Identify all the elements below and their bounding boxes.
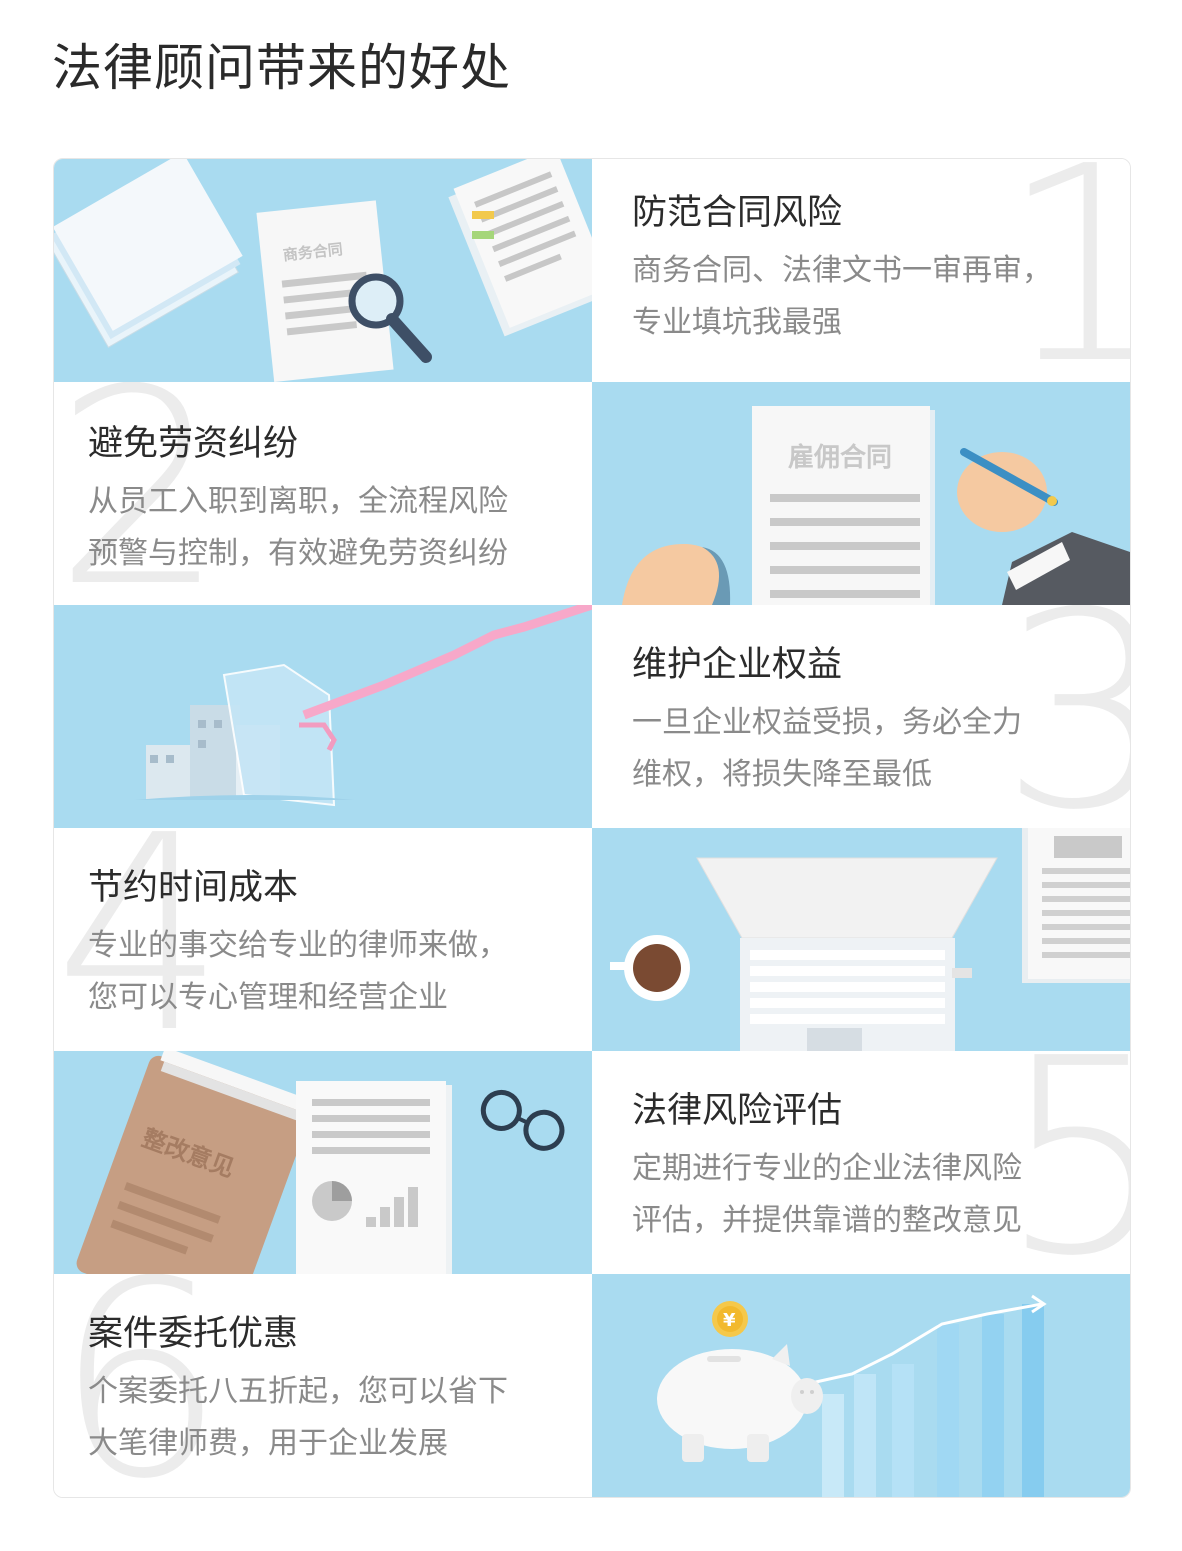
- benefit-number-2: 2: [54, 382, 226, 605]
- contract-illustration: 商务合同: [54, 159, 592, 382]
- contract-magnifier-icon: 商务合同: [54, 159, 592, 382]
- rights-illustration: [54, 605, 592, 828]
- benefit-desc-6: 个案委托八五折起，您可以省下 大笔律师费，用于企业发展: [88, 1374, 508, 1461]
- laptop-coffee-icon: [610, 828, 1130, 1051]
- benefit-row-2: 2 避免劳资纠纷 从员工入职到离职，全流程风险 预警与控制，有效避免劳资纠纷 雇佣…: [54, 382, 1130, 605]
- benefit-desc-5: 定期进行专业的企业法律风险 评估，并提供靠谱的整改意见: [632, 1151, 1022, 1238]
- coin-symbol: ¥: [723, 1310, 736, 1331]
- employment-contract-signing-icon: 雇佣合同: [622, 406, 1130, 605]
- benefit-4-text: 4 节约时间成本 专业的事交给专业的律师来做， 您可以专心管理和经营企业: [54, 828, 592, 1051]
- benefit-desc-1: 商务合同、法律文书一审再审， 专业填坑我最强: [632, 253, 1052, 340]
- benefit-title-5: 法律风险评估: [632, 1091, 843, 1131]
- folder-glasses-report-icon: 整改意见: [76, 1051, 565, 1274]
- benefit-number-4: 4: [54, 828, 226, 1051]
- page-title: 法律顾问带来的好处: [52, 39, 511, 97]
- benefit-number-3: 3: [1000, 605, 1130, 828]
- benefit-title-4: 节约时间成本: [88, 868, 299, 908]
- benefit-1-text: 1 防范合同风险 商务合同、法律文书一审再审，专业填坑我最强: [592, 159, 1130, 382]
- piggy-bank-coin-icon: ¥: [657, 1294, 1047, 1497]
- benefit-number-1: 1: [1000, 159, 1130, 382]
- benefit-row-5: 整改意见: [54, 1051, 1130, 1274]
- benefit-number-6: 6: [54, 1274, 226, 1497]
- benefit-desc-3: 一旦企业权益受损，务必全力 维权，将损失降至最低: [632, 705, 1022, 792]
- benefit-title-3: 维护企业权益: [632, 645, 843, 685]
- shield-buildings-icon: [134, 605, 592, 807]
- assessment-illustration: 整改意见: [54, 1051, 592, 1274]
- benefit-row-6: 6 案件委托优惠 个案委托八五折起，您可以省下 大笔律师费，用于企业发展: [54, 1274, 1130, 1497]
- benefit-title-1: 防范合同风险: [632, 193, 843, 233]
- benefit-number-5: 5: [1000, 1051, 1130, 1274]
- benefit-desc-4: 专业的事交给专业的律师来做， 您可以专心管理和经营企业: [88, 928, 508, 1015]
- benefit-row-1: 商务合同: [54, 159, 1130, 382]
- benefit-title-2: 避免劳资纠纷: [88, 424, 299, 464]
- employment-contract-label: 雇佣合同: [788, 442, 892, 473]
- benefit-row-4: 4 节约时间成本 专业的事交给专业的律师来做， 您可以专心管理和经营企业: [54, 828, 1130, 1051]
- benefit-6-text: 6 案件委托优惠 个案委托八五折起，您可以省下 大笔律师费，用于企业发展: [54, 1274, 592, 1497]
- benefit-title-6: 案件委托优惠: [88, 1314, 299, 1354]
- discount-illustration: ¥: [592, 1274, 1130, 1497]
- benefit-desc-2: 从员工入职到离职，全流程风险 预警与控制，有效避免劳资纠纷: [88, 484, 508, 571]
- employment-illustration: 雇佣合同: [592, 382, 1130, 605]
- time-illustration: [592, 828, 1130, 1051]
- benefits-card: 商务合同: [53, 158, 1131, 1498]
- benefit-2-text: 2 避免劳资纠纷 从员工入职到离职，全流程风险 预警与控制，有效避免劳资纠纷: [54, 382, 592, 605]
